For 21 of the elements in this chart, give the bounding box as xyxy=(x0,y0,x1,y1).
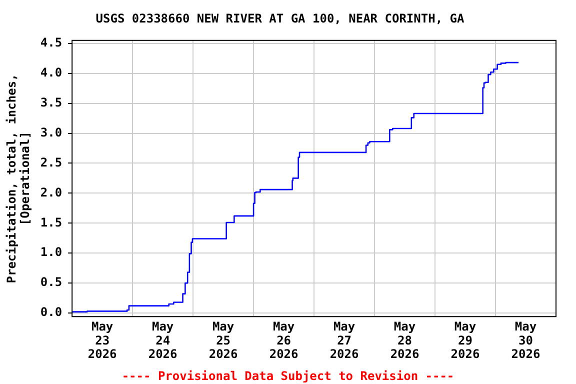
y-tick-label: 0.5 xyxy=(40,275,62,290)
x-tick-label: May 26 2026 xyxy=(269,320,298,362)
x-tick-label: May 30 2026 xyxy=(511,320,540,362)
x-tick-label: May 29 2026 xyxy=(450,320,480,362)
y-tick-label: 4.5 xyxy=(40,36,62,50)
y-tick-label: 0.0 xyxy=(40,305,62,320)
y-tick-label: 3.0 xyxy=(40,125,62,140)
x-tick-label: May 28 2026 xyxy=(390,320,420,362)
x-tick-label: May 25 2026 xyxy=(208,320,238,362)
x-tick-label: May 23 2026 xyxy=(88,320,117,362)
x-tick-label: May 27 2026 xyxy=(330,320,359,362)
y-tick-label: 1.0 xyxy=(40,245,62,260)
text: ---- Provisional Data Subject to Revision ---- xyxy=(122,369,454,383)
y-tick-label: 3.5 xyxy=(40,95,62,110)
y-axis-title: Precipitation, total, inches, [Operational] xyxy=(4,74,32,284)
y-tick-label: 2.0 xyxy=(40,185,62,200)
y-tick-label: 2.5 xyxy=(40,155,62,170)
x-tick-label: May 24 2026 xyxy=(148,320,178,362)
chart-title: USGS 02338660 NEW RIVER AT GA 100, NEAR CORINTH, GA xyxy=(96,11,465,26)
y-tick-label: 1.5 xyxy=(40,215,62,230)
y-tick-label: 4.0 xyxy=(40,65,62,80)
